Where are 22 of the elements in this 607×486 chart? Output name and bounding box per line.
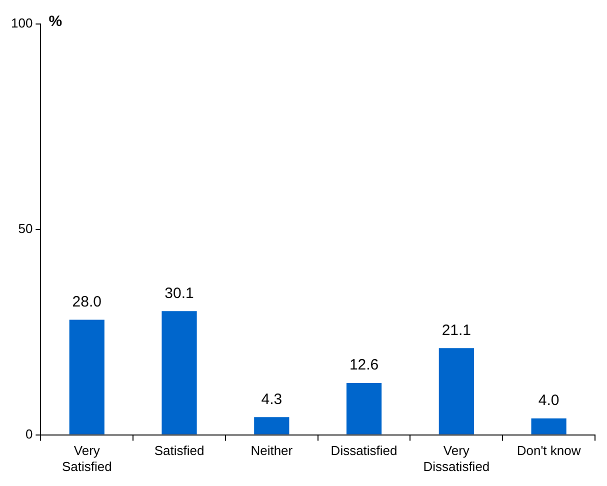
bar bbox=[438, 348, 474, 434]
bar bbox=[162, 311, 197, 434]
y-tick-label: 0 bbox=[25, 426, 33, 442]
x-tick-label: Neither bbox=[250, 443, 294, 458]
y-tick-label: 100 bbox=[10, 16, 33, 31]
bar bbox=[531, 418, 566, 434]
x-tick-label: Dissatisfied bbox=[330, 443, 398, 458]
data-label: 21.1 bbox=[442, 322, 472, 339]
data-label: 4.3 bbox=[261, 390, 282, 408]
data-label: 30.1 bbox=[164, 284, 194, 302]
data-label: 12.6 bbox=[349, 356, 379, 374]
bar bbox=[346, 383, 382, 434]
data-label: 4.0 bbox=[538, 392, 560, 410]
bar bbox=[254, 417, 290, 434]
x-tick-label: Very Satisfied bbox=[62, 443, 112, 474]
bar bbox=[69, 320, 104, 434]
data-label: 28.0 bbox=[72, 293, 102, 310]
x-tick-label: Don't know bbox=[516, 443, 582, 458]
x-tick-label: Satisfied bbox=[154, 443, 204, 458]
y-axis-title: % bbox=[48, 13, 62, 30]
x-tick-label: Very Dissatisfied bbox=[423, 443, 490, 474]
y-tick-label: 50 bbox=[18, 220, 33, 236]
